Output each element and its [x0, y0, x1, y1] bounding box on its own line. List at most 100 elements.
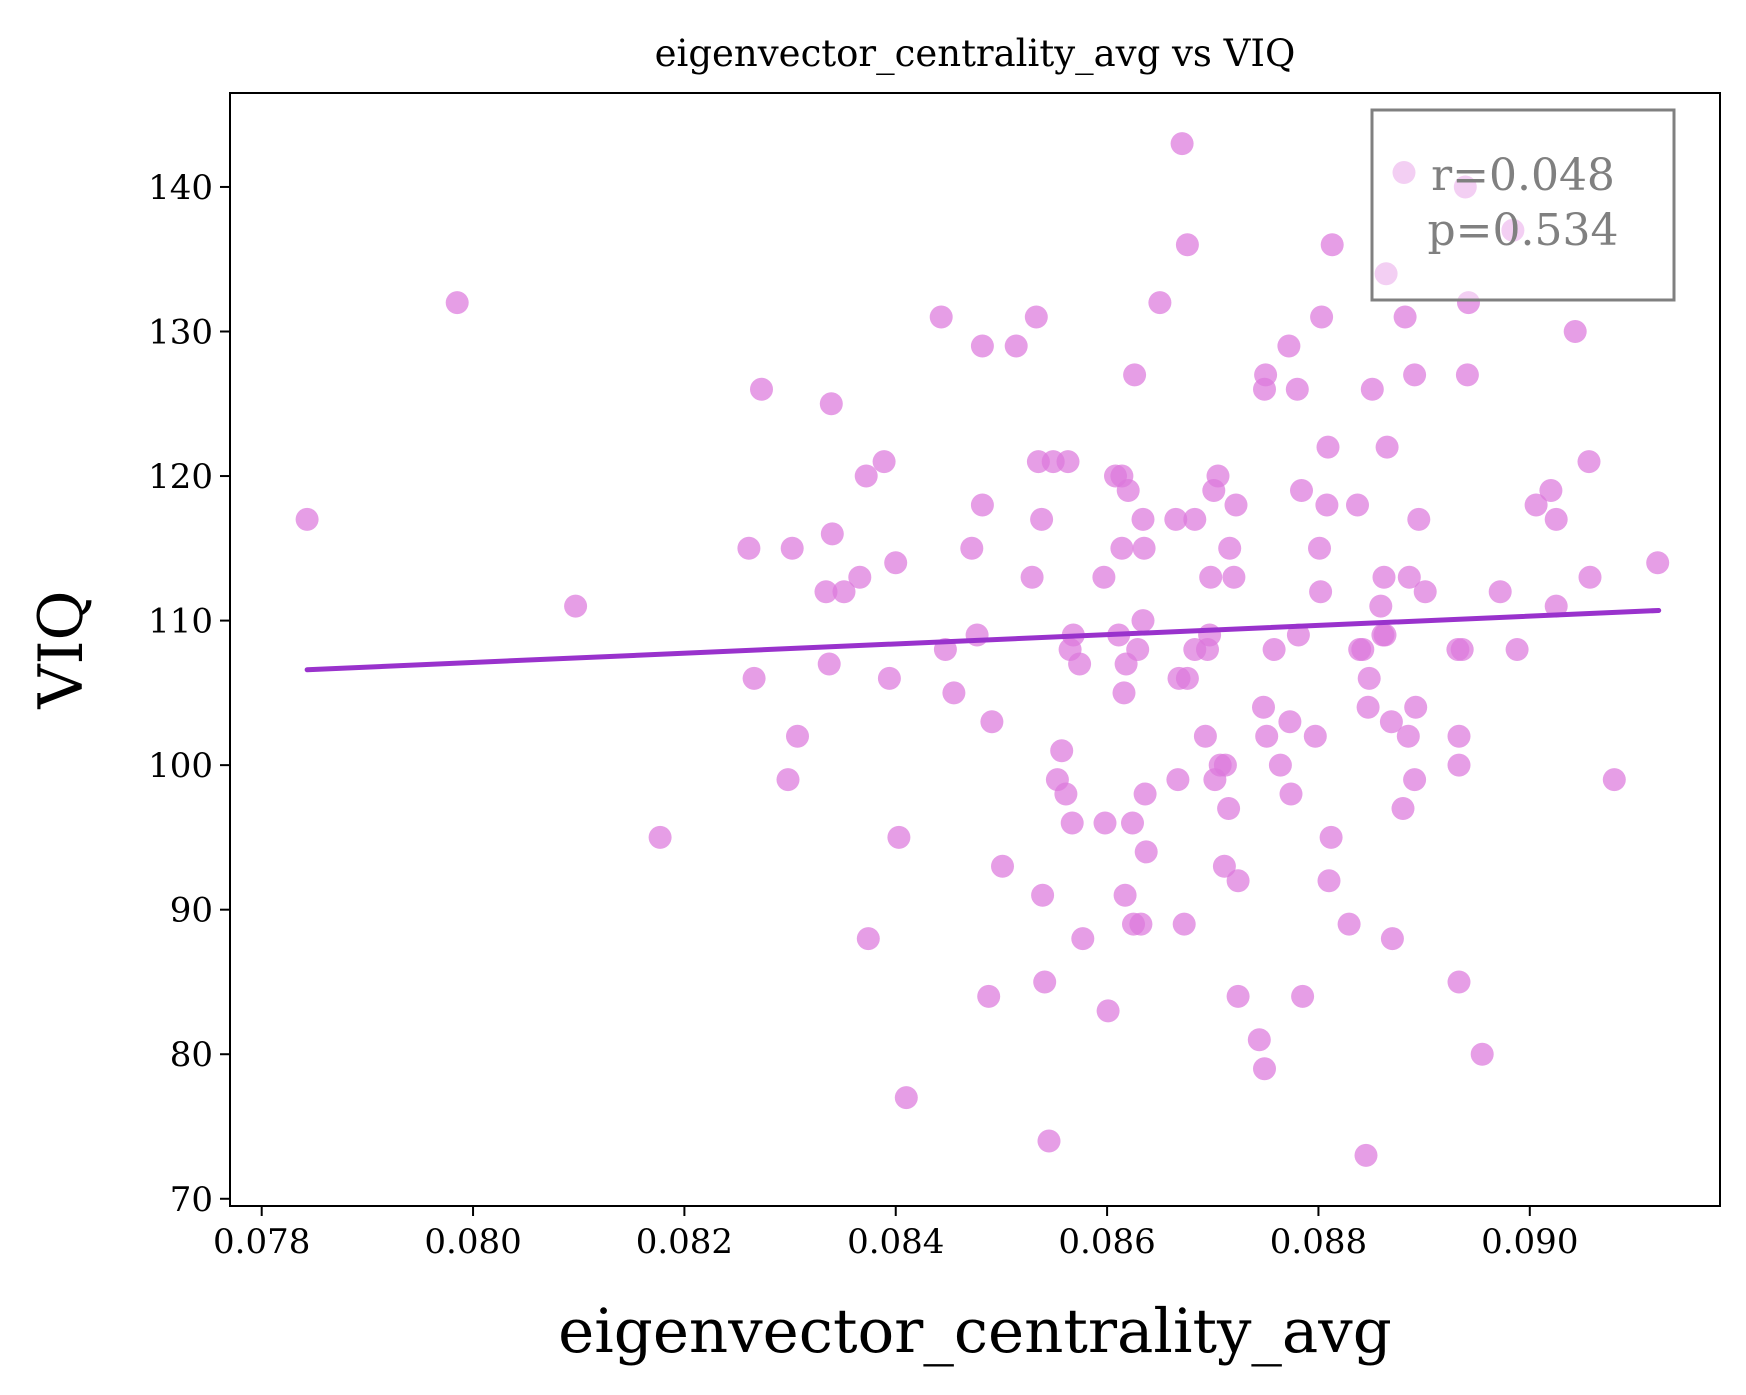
data-point	[1247, 1028, 1271, 1052]
data-point	[814, 580, 838, 604]
data-point	[1380, 927, 1404, 951]
data-point	[1071, 927, 1095, 951]
stats-r-value: r=0.048	[1431, 150, 1615, 201]
regression-line	[304, 607, 1662, 673]
data-point	[1255, 724, 1279, 748]
data-point	[1403, 363, 1427, 387]
data-point	[1646, 551, 1670, 575]
data-point	[1373, 623, 1397, 647]
y-tick-label: 70	[170, 1180, 213, 1220]
data-point	[1320, 233, 1344, 257]
data-point	[750, 377, 773, 401]
data-point	[1096, 999, 1120, 1023]
data-point	[1369, 594, 1393, 618]
data-point	[1455, 363, 1479, 387]
data-point	[1277, 334, 1301, 358]
data-point	[1309, 580, 1333, 604]
y-axis-label: VIQ	[26, 590, 97, 709]
data-point	[1578, 565, 1602, 589]
data-point	[1447, 724, 1471, 748]
data-point	[1351, 638, 1375, 661]
data-point	[1254, 363, 1278, 387]
data-point	[1286, 623, 1310, 647]
data-point	[848, 565, 872, 589]
data-point	[1285, 377, 1309, 401]
data-point	[1450, 638, 1474, 661]
data-point	[776, 768, 800, 792]
data-point	[1357, 666, 1381, 690]
data-point	[1319, 825, 1343, 849]
data-point	[1224, 493, 1248, 517]
x-tick-label: 0.084	[847, 1222, 944, 1262]
data-point	[970, 334, 994, 358]
data-point	[1563, 320, 1587, 343]
data-point	[1193, 724, 1217, 748]
data-point	[1031, 883, 1055, 907]
data-point	[1172, 912, 1196, 936]
data-point	[1113, 883, 1137, 907]
data-point	[737, 536, 761, 560]
data-point	[1148, 291, 1172, 315]
data-point	[564, 594, 588, 618]
data-point	[1403, 768, 1427, 792]
data-point	[1539, 479, 1563, 502]
data-point	[1054, 782, 1078, 806]
data-point	[1004, 334, 1028, 358]
data-point	[1391, 797, 1415, 820]
data-point	[445, 291, 469, 315]
data-point	[1253, 1057, 1276, 1081]
data-point	[1217, 797, 1241, 820]
data-point	[1375, 435, 1399, 459]
data-point	[1129, 912, 1153, 936]
x-tick-label: 0.082	[636, 1222, 733, 1262]
data-point	[820, 522, 844, 546]
data-point	[1447, 753, 1471, 777]
y-tick-label: 110	[148, 602, 213, 642]
data-point	[977, 984, 1001, 1008]
x-tick-label: 0.086	[1058, 1222, 1155, 1262]
x-tick-label: 0.080	[424, 1222, 521, 1262]
data-point	[1033, 970, 1057, 994]
data-point	[887, 825, 911, 849]
data-point	[1212, 854, 1236, 878]
data-point	[1356, 695, 1380, 719]
data-point	[1316, 435, 1340, 459]
data-point	[832, 580, 856, 604]
stats-p-value: p=0.534	[1428, 205, 1619, 256]
chart-title: eigenvector_centrality_avg vs VIQ	[655, 32, 1296, 76]
data-point	[1317, 869, 1341, 893]
data-point	[819, 392, 843, 416]
y-tick-label: 100	[148, 746, 213, 786]
x-tick-label: 0.090	[1481, 1222, 1578, 1262]
data-point	[742, 666, 766, 690]
data-point	[1121, 811, 1144, 835]
data-point	[894, 1086, 918, 1110]
data-point	[1602, 768, 1626, 792]
data-point	[1170, 132, 1194, 156]
data-point	[1093, 811, 1117, 835]
stats-annotation: r=0.048 p=0.534	[1370, 108, 1676, 302]
data-point	[1199, 565, 1223, 589]
data-point	[1404, 695, 1428, 719]
data-point	[1346, 493, 1369, 517]
data-point	[1393, 305, 1417, 329]
data-point	[1315, 493, 1339, 517]
data-point	[1397, 565, 1421, 589]
y-tick-label: 80	[170, 1035, 213, 1075]
y-tick-label: 120	[148, 457, 213, 497]
data-point	[942, 681, 966, 705]
data-point	[1218, 536, 1242, 560]
data-point	[1308, 536, 1331, 560]
data-point	[1379, 710, 1403, 734]
data-point	[780, 536, 804, 560]
data-point	[877, 666, 901, 690]
data-point	[1372, 565, 1396, 589]
data-point	[960, 536, 984, 560]
data-point	[1024, 305, 1048, 329]
data-point	[1198, 623, 1222, 647]
data-point	[1222, 565, 1246, 589]
data-point	[1447, 970, 1471, 994]
x-tick-label: 0.088	[1270, 1222, 1367, 1262]
data-point	[1396, 724, 1420, 748]
data-point	[1056, 450, 1080, 474]
